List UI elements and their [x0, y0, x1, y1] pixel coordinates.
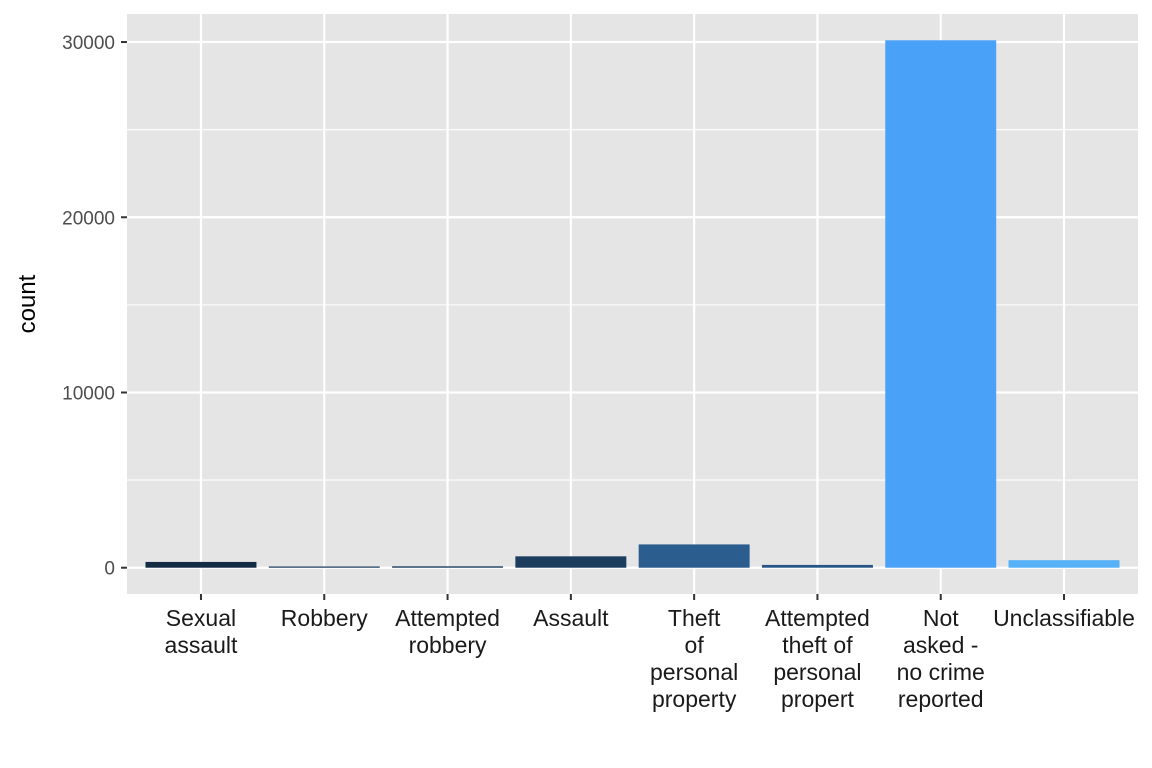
x-tick-label-line: personal [773, 659, 861, 685]
x-tick-label-line: assault [165, 632, 238, 658]
x-tick-label: Theft of personal property [650, 605, 738, 712]
bar [145, 561, 257, 568]
x-tick-label-line: Unclassifiable [993, 605, 1135, 631]
bar [761, 564, 873, 568]
x-tick-label-line: no crime [897, 659, 985, 685]
x-tick-label: Not asked -no crime reported [897, 605, 985, 712]
x-tick-label: Sexual assault [165, 605, 238, 658]
y-axis: 0 10000 20000 30000 [62, 33, 127, 580]
x-tick-label-line: theft of [782, 632, 853, 658]
bar [1008, 560, 1120, 568]
bar [515, 556, 627, 568]
x-tick-label-line: Theft [668, 605, 721, 631]
x-tick-label: Robbery [281, 605, 368, 631]
y-tick-label: 30000 [62, 33, 115, 54]
x-tick-label: Attempted robbery [395, 605, 500, 658]
y-tick-label: 10000 [62, 383, 115, 404]
x-tick-label-line: reported [898, 686, 984, 712]
y-tick-label: 0 [104, 559, 115, 580]
x-tick-label-line: asked - [903, 632, 978, 658]
x-tick-label-line: Assault [533, 605, 609, 631]
bar [885, 40, 997, 568]
x-tick-label-line: Sexual [166, 605, 236, 631]
bar [638, 544, 750, 568]
y-tick-label: 20000 [62, 208, 115, 229]
x-tick-label-line: personal [650, 659, 738, 685]
x-tick-label: Attempted theft of personal propert [765, 605, 870, 712]
x-tick-label-line: Robbery [281, 605, 368, 631]
x-tick-label-line: Not [923, 605, 959, 631]
x-tick-label-line: property [652, 686, 737, 712]
bar [392, 566, 504, 568]
bars [145, 40, 1120, 568]
x-tick-label: Assault [533, 605, 609, 631]
x-tick-label-line: robbery [409, 632, 487, 658]
x-tick-label: Unclassifiable [993, 605, 1135, 631]
x-tick-label-line: propert [781, 686, 854, 712]
x-tick-label-line: of [685, 632, 705, 658]
x-tick-label-line: Attempted [395, 605, 500, 631]
y-axis-title: count [14, 274, 41, 333]
x-tick-label-line: Attempted [765, 605, 870, 631]
bar [268, 566, 380, 568]
